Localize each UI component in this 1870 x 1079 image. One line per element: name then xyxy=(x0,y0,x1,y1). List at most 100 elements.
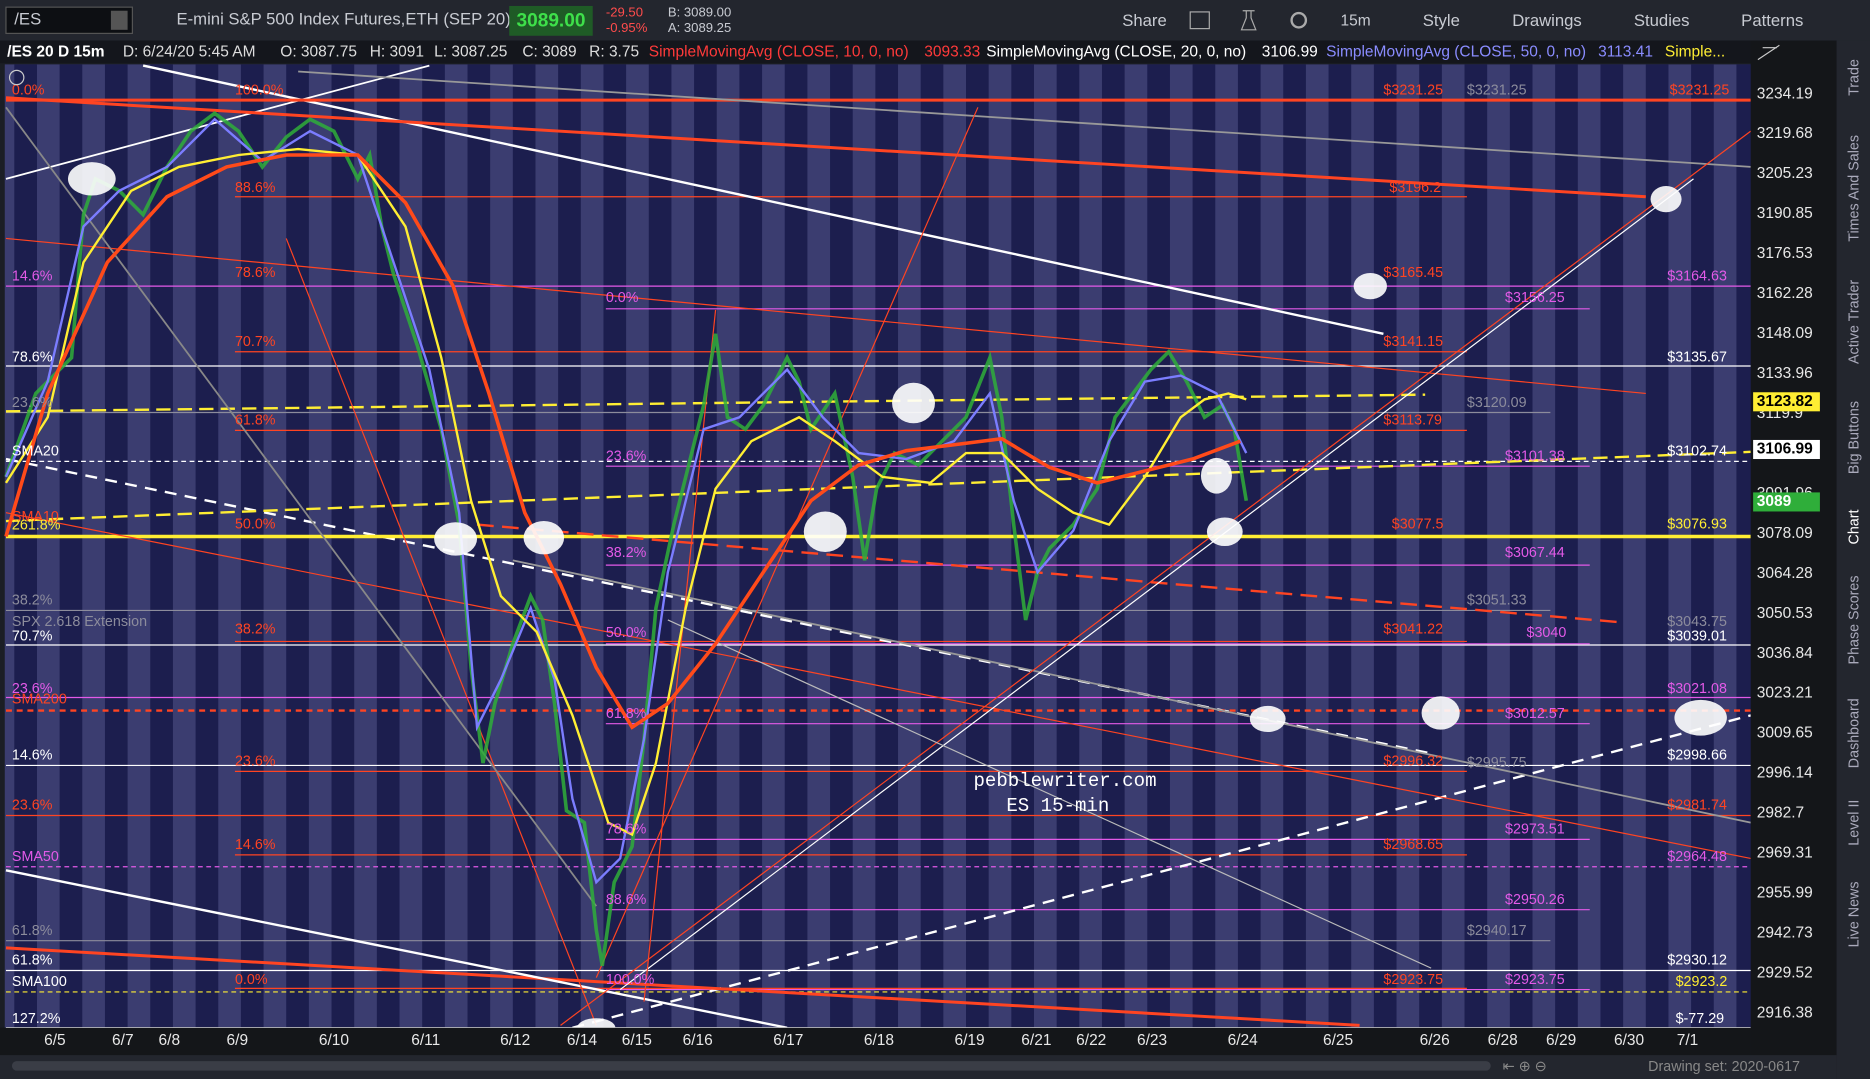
level-label: $2923.75 xyxy=(1505,972,1565,988)
date-label: 6/9 xyxy=(227,1032,249,1049)
sidebar-tab[interactable]: Live News xyxy=(1846,881,1862,947)
date-label: 6/14 xyxy=(567,1032,598,1049)
trend-line xyxy=(5,946,1360,1027)
date-axis xyxy=(0,1027,1751,1056)
sidebar-tabs: Trade Times And Sales Active Trader Big But… xyxy=(1846,59,1862,947)
level-label: $3165.45 xyxy=(1383,265,1443,281)
info-bar xyxy=(0,40,1837,64)
symbol[interactable]: /ES xyxy=(14,10,41,29)
level-label: 38.2% xyxy=(12,593,53,609)
date-label: 6/16 xyxy=(683,1032,713,1049)
price-tick-label: 3133.96 xyxy=(1757,365,1813,382)
level-label: $3039.01 xyxy=(1667,628,1727,644)
session-stripe xyxy=(1419,64,1442,1028)
level-label: $-77.29 xyxy=(1676,1011,1725,1027)
level-label: SMA100 xyxy=(12,974,67,990)
session-stripe xyxy=(966,64,989,1028)
price-axis xyxy=(1750,40,1837,1056)
level-label: 38.2% xyxy=(235,621,276,637)
sidebar-tab[interactable]: Dashboard xyxy=(1846,698,1862,768)
sma50-line xyxy=(4,153,1241,730)
date-label: 6/8 xyxy=(159,1032,181,1049)
sidebar-tab[interactable]: Level II xyxy=(1846,800,1862,846)
drawing-set[interactable]: Drawing set: 2020-0617 xyxy=(1648,1059,1800,1075)
scrollbar[interactable] xyxy=(11,1061,1491,1071)
study-name: SimpleMovingAvg (CLOSE, 50, 0, no) xyxy=(1326,44,1586,61)
info-range: R: 3.75 xyxy=(589,44,639,61)
trend-line xyxy=(142,64,1384,335)
level-label: 50.0% xyxy=(606,625,647,641)
share-button[interactable]: Share xyxy=(1122,11,1167,30)
sidebar-tab[interactable]: Active Trader xyxy=(1846,280,1862,364)
marker xyxy=(67,162,116,196)
sidebar-tab[interactable]: Times And Sales xyxy=(1846,135,1862,242)
trend-line xyxy=(285,238,597,1026)
patterns-button[interactable]: Patterns xyxy=(1741,11,1803,30)
level-label: $2973.51 xyxy=(1505,822,1565,838)
price-badge-label: 3123.82 xyxy=(1757,393,1813,410)
icon-button[interactable] xyxy=(1189,11,1210,30)
session-stripe xyxy=(1192,64,1216,1028)
date-label: 6/19 xyxy=(954,1032,984,1049)
level-label: $3041.22 xyxy=(1383,621,1443,637)
level-label: $3040 xyxy=(1527,625,1567,641)
marker xyxy=(803,511,847,553)
marker xyxy=(434,522,478,556)
trend-line xyxy=(595,107,979,978)
level-label: $3067.44 xyxy=(1505,545,1565,561)
watermark: ES 15-min xyxy=(1006,795,1109,817)
level-label: $3043.75 xyxy=(1667,614,1727,630)
level-label: $3101.38 xyxy=(1505,448,1565,464)
session-stripe xyxy=(240,64,264,1028)
level-label: 61.8% xyxy=(235,413,276,429)
plot-area: 0.0% 100.0% $3231.25 $3231.25 $3231.25 88.6% $… xyxy=(4,64,1760,1038)
chart-icon[interactable] xyxy=(8,69,25,86)
level-label: $3231.25 xyxy=(1670,82,1730,98)
level-label: 61.8% xyxy=(12,953,53,969)
trend-line xyxy=(643,309,717,1002)
price-tick-label: 2916.38 xyxy=(1757,1004,1813,1021)
date-label: 6/17 xyxy=(773,1032,803,1049)
icon-button[interactable] xyxy=(1240,10,1257,31)
settings-button[interactable] xyxy=(1290,11,1308,29)
session-stripe xyxy=(1237,64,1261,1028)
level-label: $3141.15 xyxy=(1383,334,1443,350)
level-label: $2981.74 xyxy=(1667,798,1727,814)
price-tick-label: 3162.28 xyxy=(1757,285,1813,302)
session-stripe xyxy=(467,64,491,1028)
level-label: 261.8% xyxy=(12,518,61,534)
date-label: 6/7 xyxy=(112,1032,134,1049)
session-stripe xyxy=(104,64,128,1028)
level-label: $3077.5 xyxy=(1392,516,1444,532)
sidebar-tab[interactable]: Phase Scores xyxy=(1846,575,1862,664)
watermark: pebblewriter.com xyxy=(973,770,1156,792)
sidebar-tab[interactable]: Big Buttons xyxy=(1846,401,1862,474)
trend-line xyxy=(512,559,1751,824)
studies-button[interactable]: Studies xyxy=(1634,11,1690,30)
sidebar-tab[interactable]: Trade xyxy=(1846,59,1862,96)
date-label: 6/21 xyxy=(1021,1032,1051,1049)
price-badge xyxy=(1753,392,1820,412)
session-stripe xyxy=(1328,64,1352,1028)
change-pct: -0.95% xyxy=(606,20,648,35)
level-label: 23.6% xyxy=(12,798,53,814)
symbol-dropdown[interactable] xyxy=(110,10,128,30)
style-button[interactable]: Style xyxy=(1423,11,1460,30)
sidebar-tab[interactable]: Chart xyxy=(1846,509,1862,544)
date-label: 6/23 xyxy=(1137,1032,1167,1049)
info-date: D: 6/24/20 5:45 AM xyxy=(123,44,256,61)
drawings-button[interactable]: Drawings xyxy=(1512,11,1582,30)
marker xyxy=(1674,699,1727,736)
axis-icon[interactable] xyxy=(1757,44,1780,61)
date-labels: 6/5 6/7 6/8 6/9 6/10 6/11 6/12 6/14 6/15 6/16 6/17… xyxy=(44,1032,1698,1049)
ask: A: 3089.25 xyxy=(668,20,731,35)
trend-line xyxy=(5,512,1751,860)
timeframe-button[interactable]: 15m xyxy=(1340,13,1370,30)
session-stripe xyxy=(1555,64,1578,1028)
trend-line xyxy=(476,523,1623,624)
level-label: SMA10 xyxy=(12,509,59,525)
price-tick-label: 3148.09 xyxy=(1757,325,1813,342)
session-stripe xyxy=(1600,64,1624,1028)
session-stripe xyxy=(1056,64,1080,1028)
zoom-controls[interactable]: ⇤ ⊕ ⊖ xyxy=(1503,1059,1547,1075)
